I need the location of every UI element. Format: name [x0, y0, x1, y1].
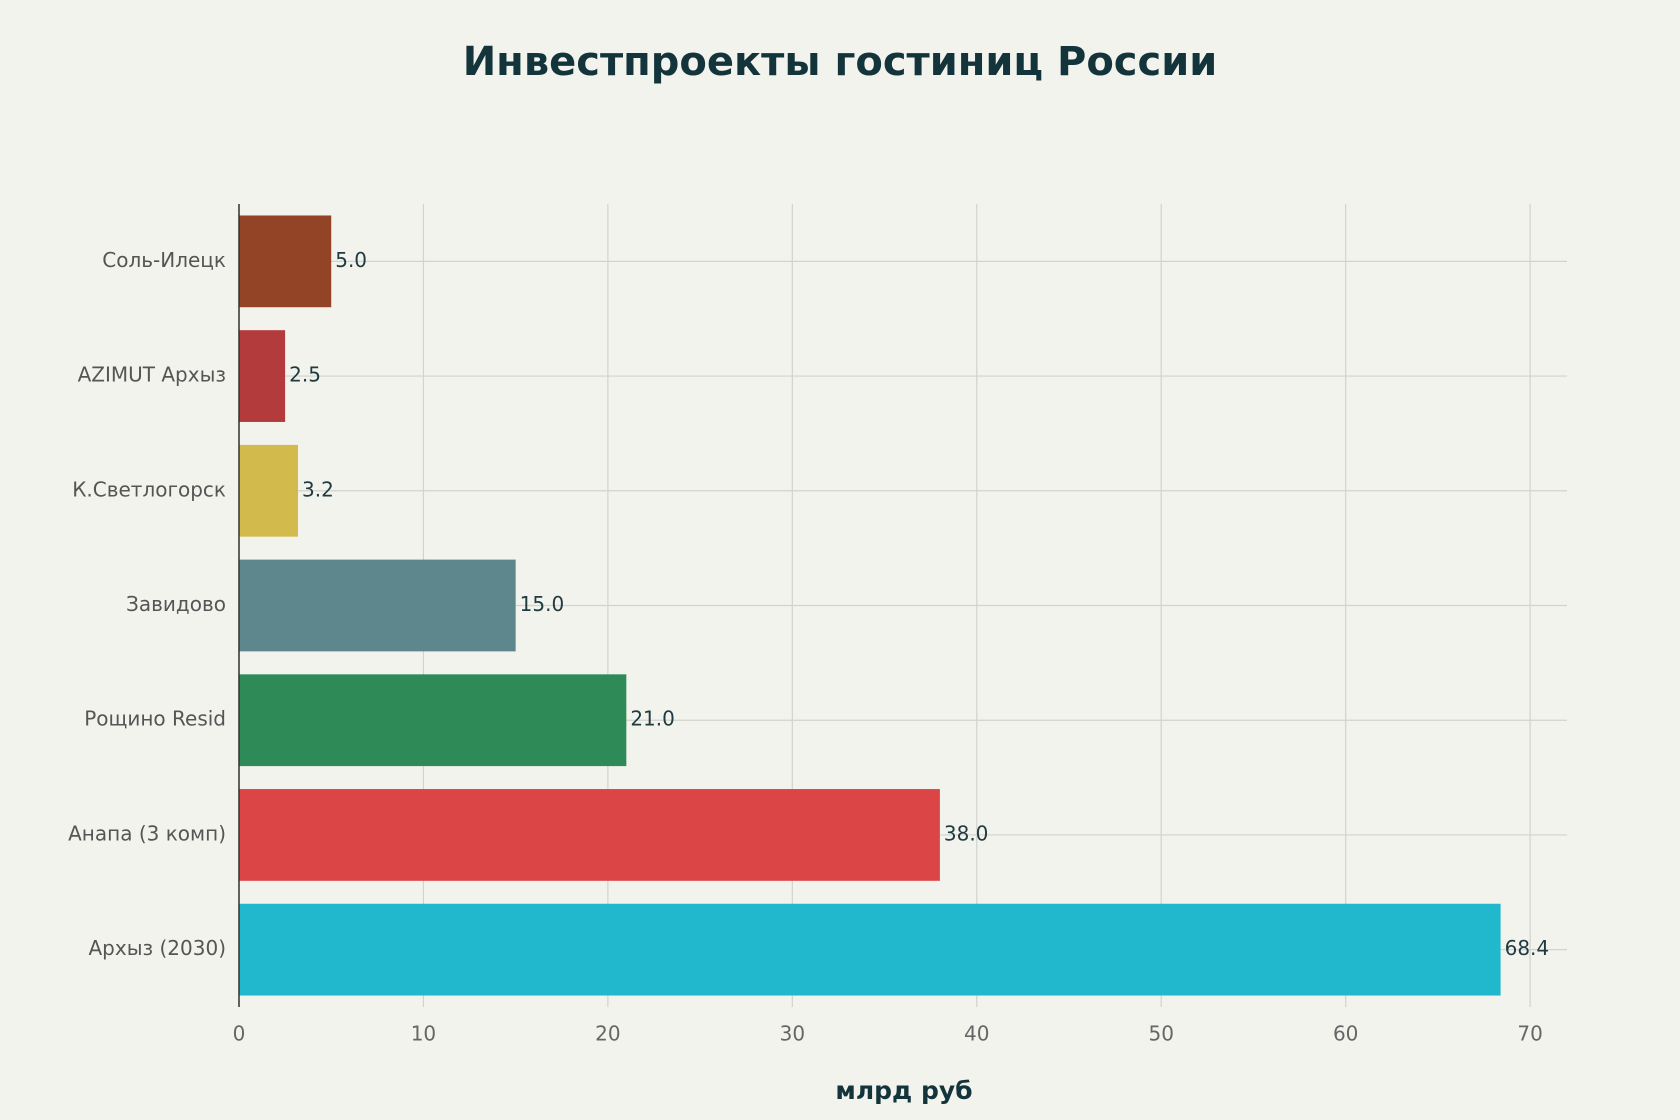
bar — [239, 215, 332, 308]
value-label: 3.2 — [302, 477, 334, 501]
value-label: 68.4 — [1505, 936, 1550, 960]
bar — [239, 444, 299, 537]
y-tick-label: Архыз (2030) — [89, 936, 227, 960]
y-tick-label: Соль-Илецк — [102, 248, 226, 272]
x-axis-label: млрд руб — [835, 1076, 972, 1105]
bar — [239, 559, 516, 652]
x-tick-label: 0 — [233, 1022, 246, 1046]
x-tick-label: 60 — [1333, 1022, 1358, 1046]
bar — [239, 330, 286, 422]
y-tick-label: AZIMUT Архыз — [78, 363, 226, 387]
bar — [239, 789, 940, 881]
value-label: 38.0 — [944, 821, 989, 845]
y-tick-label: Анапа (3 комп) — [68, 821, 226, 845]
value-label: 21.0 — [630, 707, 675, 731]
x-tick-label: 50 — [1148, 1022, 1173, 1046]
y-tick-label: Рощино Resid — [84, 707, 226, 731]
x-tick-label: 20 — [595, 1022, 620, 1046]
x-tick-label: 70 — [1517, 1022, 1542, 1046]
value-label: 15.0 — [520, 592, 565, 616]
value-label: 2.5 — [289, 363, 321, 387]
x-tick-label: 30 — [780, 1022, 805, 1046]
chart-title: Инвестпроекты гостиниц России — [463, 39, 1218, 85]
bar — [239, 674, 627, 767]
x-tick-label: 10 — [411, 1022, 436, 1046]
bar — [239, 903, 1501, 996]
value-label: 5.0 — [335, 248, 367, 272]
y-tick-label: К.Светлогорск — [72, 477, 226, 501]
x-tick-label: 40 — [964, 1022, 989, 1046]
y-tick-label: Завидово — [126, 592, 226, 616]
